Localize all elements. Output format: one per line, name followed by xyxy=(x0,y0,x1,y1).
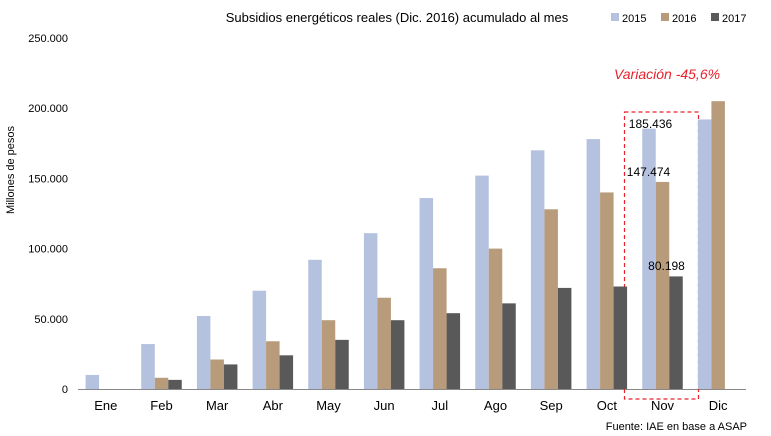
bar-2015-jul xyxy=(419,198,434,389)
y-axis-ticks: 0 50.000 100.000 150.000 200.000 250.000 xyxy=(28,33,68,396)
legend: 2015 2016 2017 xyxy=(611,13,746,25)
bar-2015-may xyxy=(308,259,322,389)
bar-2016-nov xyxy=(655,181,670,389)
bar-2016-may xyxy=(321,320,336,389)
bar-2017-jun xyxy=(390,320,405,389)
y-tick-label: 0 xyxy=(62,384,68,396)
data-label-2017: 80.198 xyxy=(648,259,685,273)
bar-2015-dic xyxy=(697,119,712,389)
variation-annotation: Variación -45,6% xyxy=(614,66,720,82)
bar-2017-abr xyxy=(279,355,294,389)
x-tick-label: Jun xyxy=(374,398,395,413)
source-note: Fuente: IAE en base a ASAP xyxy=(606,421,747,433)
x-tick-label: Nov xyxy=(651,398,675,413)
bar-2016-oct xyxy=(600,192,614,389)
bar-2017-oct xyxy=(613,286,628,389)
legend-swatch-2016 xyxy=(661,13,669,21)
x-tick-label: Sep xyxy=(540,398,563,413)
y-tick-label: 100.000 xyxy=(28,244,68,256)
x-tick-label: Abr xyxy=(263,398,284,413)
bar-2016-feb xyxy=(154,377,169,389)
y-axis-label: Millones de pesos xyxy=(5,125,17,214)
legend-swatch-2017 xyxy=(711,13,719,21)
x-tick-label: May xyxy=(316,398,341,413)
bar-2015-ene xyxy=(85,374,100,389)
data-labels: 185.436 147.474 80.198 xyxy=(627,117,685,273)
x-tick-label: Oct xyxy=(597,398,618,413)
bar-2017-jul xyxy=(446,313,461,389)
bar-2015-nov xyxy=(642,128,656,389)
legend-label-2015: 2015 xyxy=(622,13,646,25)
y-tick-label: 250.000 xyxy=(28,33,68,45)
bar-2016-sep xyxy=(544,209,558,389)
legend-swatch-2015 xyxy=(611,13,619,21)
x-tick-label: Dic xyxy=(709,398,728,413)
x-tick-label: Ene xyxy=(94,398,117,413)
x-tick-label: Ago xyxy=(484,398,507,413)
bar-2017-may xyxy=(335,339,349,389)
bar-2015-feb xyxy=(141,344,155,389)
y-tick-label: 200.000 xyxy=(28,103,68,115)
x-tick-label: Mar xyxy=(206,398,229,413)
bar-2016-jul xyxy=(433,268,447,389)
y-tick-label: 50.000 xyxy=(34,314,68,326)
x-axis-ticks: Ene Feb Mar Abr May Jun Jul Ago Sep Oct Nov Dic xyxy=(94,398,728,413)
bar-2016-ago xyxy=(488,248,503,389)
legend-label-2017: 2017 xyxy=(722,13,746,25)
bar-2015-oct xyxy=(586,139,601,389)
x-tick-label: Feb xyxy=(150,398,172,413)
data-label-2015: 185.436 xyxy=(629,117,673,131)
bar-2016-dic xyxy=(711,101,725,390)
bar-2017-sep xyxy=(557,287,572,389)
bar-2016-abr xyxy=(266,341,280,389)
bar-2017-feb xyxy=(168,379,182,389)
bar-2015-ago xyxy=(475,175,489,389)
x-tick-label: Jul xyxy=(432,398,449,413)
bar-2015-sep xyxy=(530,150,545,389)
y-tick-label: 150.000 xyxy=(28,173,68,185)
legend-label-2016: 2016 xyxy=(672,13,696,25)
data-label-2016: 147.474 xyxy=(627,165,671,179)
bar-2015-jun xyxy=(363,233,378,389)
bar-2016-jun xyxy=(377,297,391,389)
bar-2017-nov xyxy=(669,276,683,389)
bar-2016-mar xyxy=(210,359,224,389)
bar-2017-mar xyxy=(223,364,238,389)
bars xyxy=(85,101,725,390)
chart-title: Subsidios energéticos reales (Dic. 2016)… xyxy=(226,10,569,25)
bar-2015-mar xyxy=(196,315,211,389)
bar-2015-abr xyxy=(252,290,267,389)
bar-2017-ago xyxy=(502,303,516,389)
